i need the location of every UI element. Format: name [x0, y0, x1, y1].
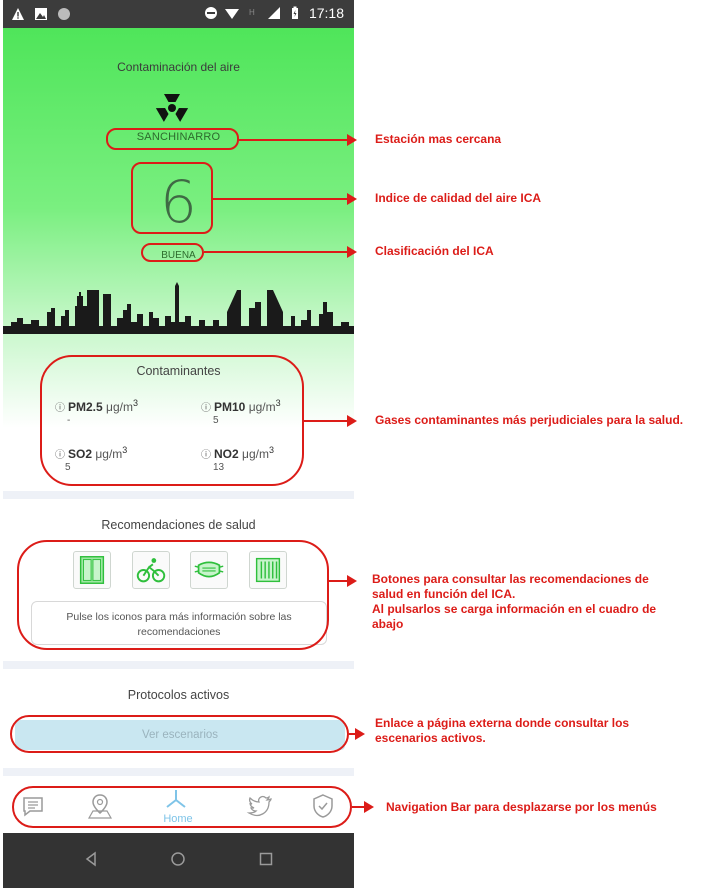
- health-title: Recomendaciones de salud: [101, 518, 256, 532]
- navbar-arrow: [352, 801, 374, 813]
- classification-highlight: [141, 243, 204, 262]
- home-circle-icon[interactable]: [170, 851, 186, 867]
- ica-value: 6: [160, 168, 197, 236]
- nav-twitter[interactable]: [245, 791, 279, 825]
- nav-home-label: Home: [163, 813, 193, 825]
- station-name: SANCHINARRO: [136, 131, 221, 143]
- station-arrow: [239, 134, 357, 146]
- warning-icon: [12, 8, 24, 20]
- scenarios-highlight: [10, 715, 349, 753]
- status-bar: H 17:18: [3, 0, 354, 28]
- do-not-disturb-icon: [204, 7, 217, 19]
- gases-note: Gases contaminantes más perjudiciales pa…: [375, 413, 684, 427]
- ica-classification: BUENA: [161, 250, 196, 261]
- nav-map[interactable]: [85, 791, 119, 825]
- section-divider: [3, 491, 354, 499]
- navbar-highlight: [12, 786, 352, 828]
- bottom-navigation-bar: Home: [3, 783, 354, 829]
- recommendations-highlight: [17, 540, 329, 650]
- info-icon: ⓘ: [201, 403, 211, 414]
- pollutants-title: Contaminantes: [136, 364, 221, 378]
- twitter-icon: [246, 795, 272, 817]
- pollutants-arrow: [304, 415, 357, 427]
- bicycle-icon: [136, 558, 166, 583]
- mask-icon: [194, 561, 224, 578]
- pollutant-pm25-value: -: [67, 415, 71, 426]
- clock: 17:18: [308, 5, 344, 21]
- network-h-icon: H: [249, 8, 255, 17]
- nav-home[interactable]: [161, 787, 195, 821]
- svg-text:H: H: [249, 8, 255, 17]
- section-divider: [3, 661, 354, 669]
- signal-icon: [267, 7, 280, 19]
- ica-highlight: [131, 162, 213, 234]
- buttons-note-line2: Al pulsarlos se carga información en el …: [372, 602, 657, 631]
- map-icon: [87, 794, 113, 819]
- pollutant-pm10-value: 5: [213, 415, 219, 426]
- link-note: Enlace a página externa donde consultar …: [375, 716, 630, 745]
- pollutant-no2-value: 13: [213, 462, 225, 473]
- madrid-skyline-image: [3, 282, 354, 334]
- image-notification-icon: [35, 8, 47, 20]
- ica-arrow: [213, 193, 357, 205]
- pollutant-pm25[interactable]: ⓘ PM2.5 μg/m3: [55, 398, 138, 414]
- buttons-note-line1: Botones para consultar las recomendacion…: [372, 572, 649, 601]
- navbar-note: Navigation Bar para desplazarse por los …: [386, 800, 657, 814]
- buttons-note: Botones para consultar las recomendacion…: [372, 572, 682, 632]
- radiator-icon: [255, 557, 281, 583]
- mask-button[interactable]: [190, 551, 228, 589]
- recents-icon[interactable]: [258, 851, 274, 867]
- classification-arrow: [204, 246, 357, 258]
- ica-note: Indice de calidad del aire ICA: [375, 191, 542, 205]
- protocols-title: Protocolos activos: [127, 688, 230, 702]
- recommendations-arrow: [329, 575, 357, 587]
- back-icon[interactable]: [83, 851, 99, 867]
- view-scenarios-button[interactable]: Ver escenarios: [15, 720, 345, 750]
- hero-title: Contaminación del aire: [117, 60, 240, 74]
- scenarios-arrow: [349, 728, 365, 740]
- circle-notification-icon: [58, 8, 70, 20]
- section-divider: [3, 768, 354, 776]
- station-note: Estación mas cercana: [375, 132, 502, 146]
- home-icon: [166, 790, 186, 808]
- bicycle-button[interactable]: [132, 551, 170, 589]
- info-icon: ⓘ: [55, 403, 65, 414]
- wifi-icon: [224, 9, 239, 19]
- battery-icon: [291, 6, 298, 19]
- window-button[interactable]: [73, 551, 111, 589]
- radiation-icon: [155, 94, 189, 122]
- classification-note: Clasificación del ICA: [375, 244, 494, 258]
- radiator-button[interactable]: [249, 551, 287, 589]
- station-highlight: [106, 128, 239, 150]
- info-icon: ⓘ: [201, 450, 211, 461]
- window-icon: [79, 556, 105, 584]
- system-navigation-bar: [3, 833, 354, 888]
- pollutant-no2[interactable]: ⓘ NO2 μg/m3: [201, 445, 274, 461]
- pollutants-highlight: [40, 355, 304, 486]
- pollutant-pm10[interactable]: ⓘ PM10 μg/m3: [201, 398, 281, 414]
